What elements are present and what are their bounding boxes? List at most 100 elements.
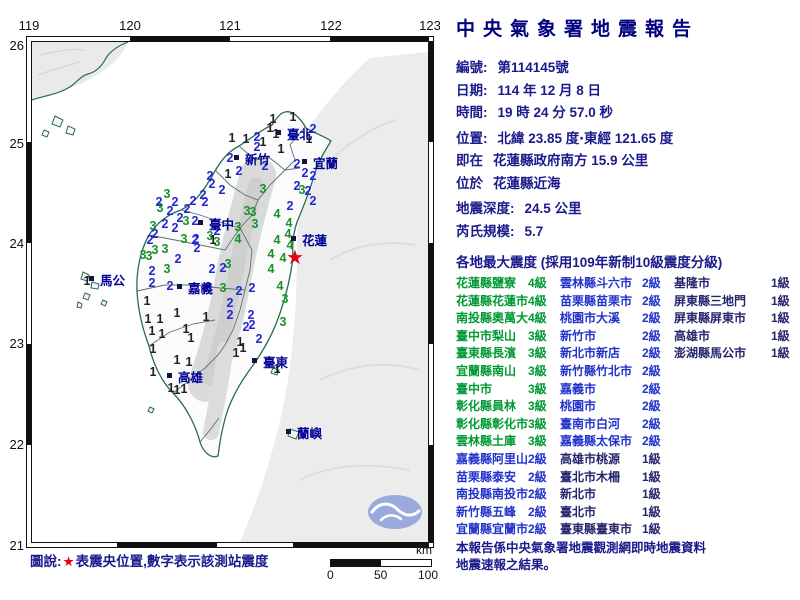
station-intensity-value: 3: [157, 201, 164, 215]
station-area-name: 臺中市: [456, 381, 493, 396]
station-intensity-value: 1: [260, 135, 267, 149]
station-intensity-value: 1: [274, 362, 281, 376]
station-intensity-level: 4級: [528, 293, 547, 308]
axis-left-tick-label: 21: [10, 538, 24, 553]
station-intensity-level: 2級: [642, 276, 661, 290]
green-island: [270, 367, 280, 376]
intensity-row: 嘉義縣阿里山 2級 高雄市桃源 1級: [456, 451, 794, 469]
epicenter-star: ★: [286, 245, 304, 269]
station-intensity-value: 2: [193, 232, 200, 246]
station-area-name: 花蓮縣花蓮市: [456, 293, 529, 308]
station-intensity-level: 1級: [771, 346, 790, 361]
field-report-number: 編號: 第114145號: [456, 57, 794, 80]
station-intensity-level: 2級: [642, 416, 661, 431]
station-area-name: 高雄市桃源: [560, 451, 621, 466]
station-area-name: 臺東縣長濱: [456, 346, 517, 361]
station-intensity-value: 2: [149, 276, 156, 290]
axis-top-tick-label: 123: [419, 18, 440, 33]
station-area-name: [674, 363, 771, 381]
station-intensity-value: 2: [219, 183, 226, 197]
station-intensity-value: 1: [174, 353, 181, 367]
field-value: 5.7: [524, 223, 544, 239]
station-area-name: 新北市新店: [560, 346, 621, 361]
city-marker: [286, 429, 291, 434]
intensity-row: 宜蘭縣南山 3級 新竹縣竹北市 2級: [456, 363, 794, 381]
map-legend: 圖說:★表震央位置,數字表示該測站震度: [30, 550, 268, 570]
station-intensity-value: 2: [305, 184, 312, 198]
city-marker: [89, 276, 94, 281]
station-area-name: 臺東縣臺東市: [560, 522, 633, 537]
station-intensity-value: 2: [167, 204, 174, 218]
field-value: 第114145號: [497, 60, 569, 75]
station-intensity-value: 2: [220, 261, 227, 275]
station-intensity-value: 1: [267, 121, 274, 135]
field-time: 時間: 19 時 24 分 57.0 秒: [456, 102, 794, 125]
station-intensity-value: 2: [227, 308, 234, 322]
station-area-name: 桃園市大溪: [560, 311, 621, 326]
station-intensity-level: 1級: [642, 487, 661, 502]
station-intensity-level: 1級: [771, 328, 790, 343]
station-intensity-value: 1: [181, 382, 188, 396]
station-intensity-value: 1: [229, 131, 236, 145]
station-intensity-level: [771, 451, 795, 469]
city-marker: [291, 236, 296, 241]
station-intensity-value: 4: [285, 227, 292, 241]
station-intensity-level: 2級: [642, 311, 661, 326]
scale-ticks: 0 50 100: [327, 568, 438, 582]
station-area-name: [674, 469, 771, 487]
station-intensity-level: 2級: [528, 504, 547, 519]
station-intensity-level: 2級: [642, 293, 661, 308]
intensity-row: 新竹縣五峰 2級 臺北市 1級: [456, 504, 794, 522]
intensity-row: 臺東縣長濱 3級 新北市新店 2級 澎湖縣馬公市 1級: [456, 345, 794, 363]
city-marker: [252, 358, 257, 363]
station-intensity-value: 2: [209, 262, 216, 276]
station-intensity-value: 3: [235, 220, 242, 234]
station-intensity-value: 2: [310, 169, 317, 183]
station-area-name: 桃園市: [560, 399, 597, 414]
station-intensity-value: 2: [287, 199, 294, 213]
station-intensity-value: 1: [84, 274, 91, 288]
station-intensity-level: [771, 469, 795, 487]
station-intensity-value: 2: [256, 332, 263, 346]
station-intensity-value: 2: [294, 179, 301, 193]
footer-line-2: 地震速報之結果。: [456, 558, 557, 572]
station-intensity-value: 1: [183, 322, 190, 336]
station-intensity-level: [771, 363, 795, 381]
station-intensity-value: 4: [274, 207, 281, 221]
city-marker: [198, 220, 203, 225]
station-intensity-level: 1級: [771, 276, 790, 290]
field-label: 即在: [456, 153, 483, 168]
intensity-row: 南投縣南投市 2級 新北市 1級: [456, 486, 794, 504]
intensity-row: 臺中市 3級 嘉義市 2級: [456, 381, 794, 399]
report-footer: 本報告係中央氣象署地震觀測網即時地震資料 地震速報之結果。: [456, 540, 706, 574]
city-marker: [167, 373, 172, 378]
station-intensity-level: [771, 416, 795, 434]
station-intensity-value: 4: [280, 251, 287, 265]
station-intensity-value: 2: [192, 214, 199, 228]
station-intensity-value: 3: [207, 229, 214, 243]
field-date: 日期: 114 年 12 月 8 日: [456, 80, 794, 103]
station-intensity-value: 3: [140, 248, 147, 262]
intensity-row: 花蓮縣花蓮市 4級 苗栗縣苗栗市 2級 屏東縣三地門 1級: [456, 293, 794, 311]
intensity-row: 彰化縣彰化市 3級 臺南市白河 2級: [456, 416, 794, 434]
station-intensity-value: 1: [240, 341, 247, 355]
station-area-name: 屏東縣屏東市: [674, 311, 747, 326]
station-intensity-value: 1: [243, 132, 250, 146]
station-area-name: 臺中市梨山: [456, 328, 517, 343]
station-area-name: [674, 504, 771, 522]
field-label: 編號:: [456, 60, 488, 75]
station-intensity-value: 2: [184, 202, 191, 216]
station-area-name: 苗栗縣泰安: [456, 469, 517, 484]
city-label: 新竹: [245, 152, 271, 167]
station-intensity-level: 2級: [642, 381, 661, 396]
station-intensity-value: 2: [227, 151, 234, 165]
station-intensity-value: 2: [254, 140, 261, 154]
city-marker: [276, 130, 281, 135]
scale-bar-filled-segment: [331, 560, 381, 566]
station-intensity-value: 1: [290, 110, 297, 124]
station-intensity-value: 1: [168, 381, 175, 395]
city-label: 花蓮: [302, 233, 328, 248]
axis-top: 119 120 121 122 123: [19, 18, 440, 33]
